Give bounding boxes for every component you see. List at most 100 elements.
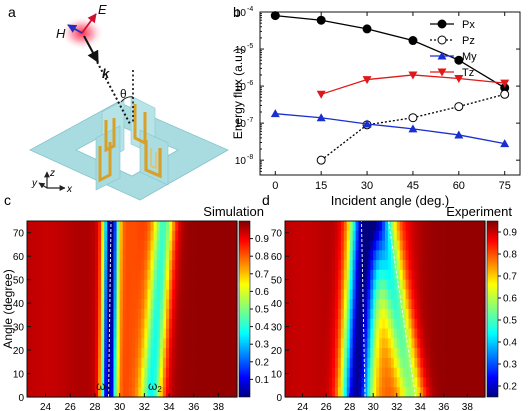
d-heatmap-cell bbox=[482, 318, 486, 330]
d-heatmap-cell bbox=[464, 328, 468, 339]
b-y-tick-label-exponent: -7 bbox=[247, 117, 253, 124]
c-heatmap-cell bbox=[199, 221, 204, 232]
c-heatmap-cell bbox=[54, 367, 59, 379]
d-heatmap-cell bbox=[411, 250, 416, 261]
d-heatmap-cell bbox=[352, 289, 357, 300]
d-heatmap-cell bbox=[323, 338, 327, 349]
d-heatmap-cell bbox=[470, 357, 474, 369]
c-heatmap-cell bbox=[175, 309, 179, 320]
d-heatmap-cell bbox=[393, 367, 398, 379]
d-heatmap-cell bbox=[317, 338, 321, 349]
c-heatmap-cell bbox=[33, 221, 37, 232]
c-heatmap-cell bbox=[206, 289, 210, 300]
d-heatmap-cell bbox=[296, 309, 301, 320]
c-heatmap-cell bbox=[125, 279, 130, 291]
c-heatmap-cell bbox=[64, 269, 68, 281]
d-heatmap-cell bbox=[311, 250, 316, 261]
c-heatmap-cell bbox=[91, 387, 96, 398]
c-heatmap-cell bbox=[224, 279, 229, 291]
d-heatmap-cell bbox=[387, 289, 392, 300]
d-heatmap-cell bbox=[437, 387, 442, 398]
d-heatmap-cell bbox=[335, 309, 339, 320]
c-heatmap-cell bbox=[181, 387, 186, 398]
c-heatmap-cell bbox=[206, 338, 210, 349]
c-heatmap-cell bbox=[227, 230, 232, 242]
c-heatmap-cell bbox=[165, 289, 170, 300]
c-heatmap-cell bbox=[79, 269, 84, 281]
d-heatmap-cell bbox=[443, 221, 448, 232]
d-heatmap-cell bbox=[335, 367, 339, 379]
theta-label: θ bbox=[120, 87, 127, 101]
d-heatmap-cell bbox=[326, 299, 330, 310]
c-heatmap-cell bbox=[73, 377, 78, 388]
c-heatmap-cell bbox=[88, 299, 93, 310]
d-heatmap-cell bbox=[446, 269, 451, 281]
panel-label-c: c bbox=[4, 192, 11, 208]
d-heatmap-cell bbox=[314, 250, 318, 261]
c-heatmap-cell bbox=[60, 318, 65, 330]
c-heatmap-cell bbox=[76, 318, 81, 330]
c-heatmap-cell bbox=[27, 221, 31, 232]
d-heatmap-cell bbox=[387, 357, 392, 369]
d-heatmap-cell bbox=[452, 269, 457, 281]
c-heatmap-cell bbox=[193, 230, 198, 242]
d-heatmap-cell bbox=[370, 367, 374, 379]
d-heatmap-cell bbox=[458, 260, 463, 271]
b-x-tick-label: 75 bbox=[499, 180, 511, 192]
d-heatmap-cell bbox=[476, 367, 480, 379]
c-heatmap-cell bbox=[94, 279, 99, 291]
c-heatmap-cell bbox=[135, 240, 139, 251]
c-heatmap-cell bbox=[196, 221, 201, 232]
d-heatmap-cell bbox=[449, 250, 454, 261]
b-point-my bbox=[362, 119, 372, 128]
c-heatmap-cell bbox=[91, 260, 96, 271]
d-heatmap-cell bbox=[417, 338, 421, 349]
c-heatmap-cell bbox=[162, 377, 167, 388]
d-heatmap-cell bbox=[355, 279, 360, 291]
d-heatmap-cell bbox=[414, 309, 418, 320]
d-heatmap-cell bbox=[440, 279, 445, 291]
c-heatmap-cell bbox=[70, 289, 74, 300]
c-heatmap-cell bbox=[135, 289, 139, 300]
c-heatmap-cell bbox=[215, 260, 220, 271]
c-heatmap-cell bbox=[147, 387, 152, 398]
d-heatmap-cell bbox=[420, 348, 424, 359]
c-heatmap-cell bbox=[196, 279, 201, 291]
c-heatmap-cell bbox=[42, 221, 47, 232]
c-heatmap-cell bbox=[98, 357, 102, 369]
b-x-axis-label: Incident angle (deg.) bbox=[331, 193, 450, 208]
d-heatmap-cell bbox=[440, 367, 445, 379]
c-heatmap-cell bbox=[169, 221, 173, 232]
d-heatmap-cell bbox=[426, 279, 430, 291]
d-heatmap-cell bbox=[299, 309, 304, 320]
d-heatmap-cell bbox=[287, 387, 292, 398]
d-heatmap-cell bbox=[326, 318, 330, 330]
c-heatmap-cell bbox=[98, 328, 102, 339]
b-point-my bbox=[316, 113, 326, 122]
c-heatmap-cell bbox=[199, 318, 204, 330]
d-heatmap-cell bbox=[432, 377, 436, 388]
c-heatmap-cell bbox=[196, 318, 201, 330]
d-heatmap-cell bbox=[317, 299, 321, 310]
c-heatmap-cell bbox=[73, 289, 78, 300]
c-heatmap-cell bbox=[76, 367, 81, 379]
d-heatmap-cell bbox=[370, 318, 374, 330]
d-heatmap-cell bbox=[402, 260, 407, 271]
d-heatmap-cell bbox=[343, 348, 348, 359]
d-heatmap-cell bbox=[302, 221, 307, 232]
d-heatmap-cell bbox=[302, 328, 307, 339]
d-heatmap-cell bbox=[405, 328, 410, 339]
c-heatmap-cell bbox=[141, 221, 145, 232]
d-heatmap-cell bbox=[405, 289, 410, 300]
d-heatmap-cell bbox=[387, 328, 392, 339]
c-heatmap-cell bbox=[45, 377, 50, 388]
c-heatmap-cell bbox=[76, 357, 81, 369]
c-heatmap-cell bbox=[104, 279, 108, 291]
c-heatmap-cell bbox=[104, 377, 108, 388]
d-heatmap-cell bbox=[393, 299, 398, 310]
d-heatmap-cell bbox=[435, 250, 439, 261]
d-heatmap-cell bbox=[343, 328, 348, 339]
c-heatmap-cell bbox=[101, 348, 105, 359]
d-heatmap-cell bbox=[367, 230, 371, 242]
d-heatmap-cell bbox=[367, 309, 371, 320]
